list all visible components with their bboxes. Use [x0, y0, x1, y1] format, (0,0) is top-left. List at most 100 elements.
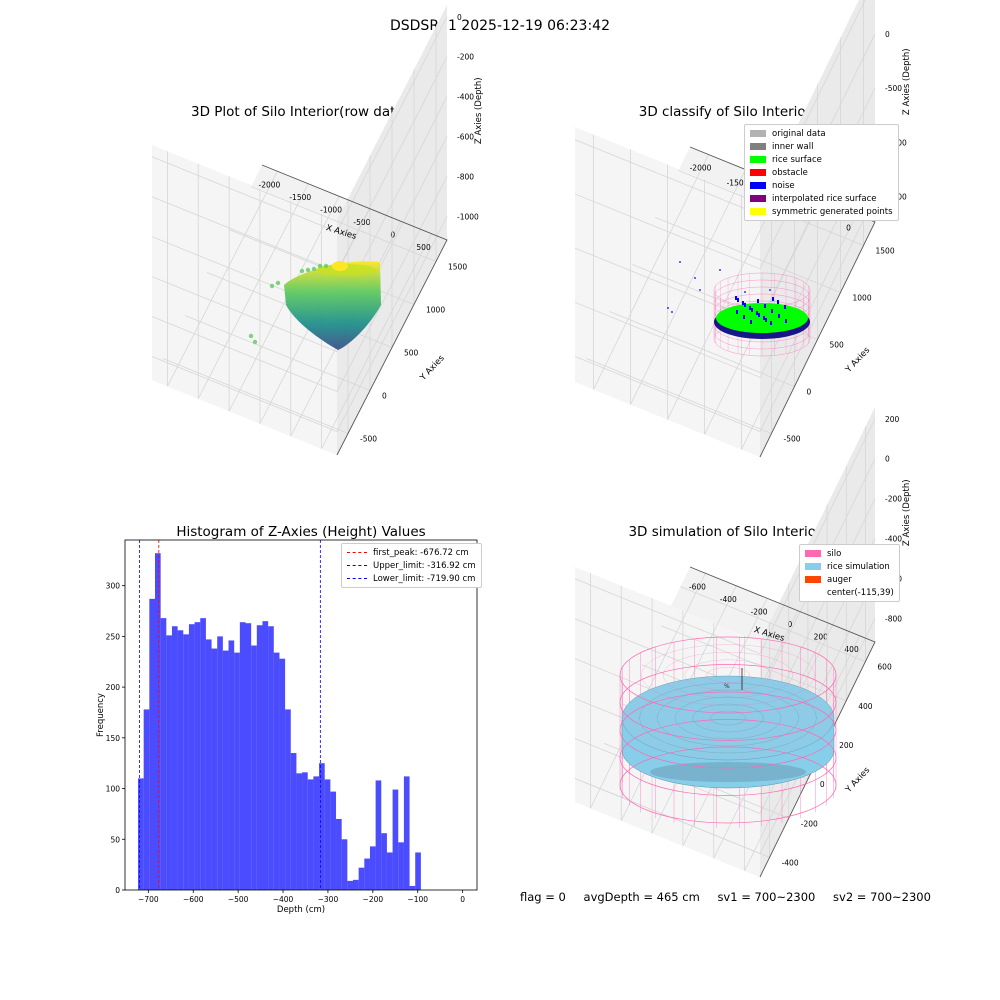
- z-tick-label: 0: [885, 30, 890, 39]
- y-tick-label: 1000: [853, 294, 872, 303]
- y-tick-label: -400: [782, 858, 799, 867]
- x-tick-label: 0: [390, 230, 395, 239]
- y-tick-label: 1000: [426, 306, 445, 315]
- raw-3d-axes: -2000-1500-1000-5000500-5000500100015000…: [151, 5, 484, 456]
- grid-line: [574, 578, 761, 655]
- grid-line: [574, 193, 761, 270]
- x-tick-label: 500: [416, 243, 431, 252]
- y-tick-label: 0: [115, 886, 120, 895]
- histogram-bar: [336, 818, 342, 890]
- histogram-bar: [313, 776, 320, 890]
- histogram-bar: [251, 645, 257, 890]
- axis-edge: [689, 566, 876, 878]
- histogram-bar: [222, 650, 229, 890]
- legend-entry: auger: [805, 573, 894, 586]
- noise-point: [744, 291, 746, 293]
- noise-point: [667, 307, 669, 309]
- y-tick-label: -500: [360, 435, 377, 444]
- outlier-point: [275, 280, 281, 286]
- grid-line: [336, 176, 448, 392]
- avg-depth-text: avgDepth = 465 cm: [583, 890, 700, 904]
- y-tick-label: 250: [106, 632, 121, 641]
- legend-label: Upper_limit: -316.92 cm: [373, 560, 476, 571]
- y-tick-label: 600: [877, 663, 892, 672]
- histogram-bar: [268, 626, 274, 890]
- legend-label: inner wall: [772, 141, 814, 152]
- legend-label: center(-115,39): [827, 587, 894, 598]
- noise-point: [763, 316, 765, 320]
- legend-label: auger: [827, 574, 852, 585]
- grid-line: [151, 276, 338, 352]
- histogram-bar: [375, 780, 382, 890]
- histogram-title: Histogram of Z-Axies (Height) Values: [176, 524, 426, 540]
- grid-line: [655, 217, 841, 293]
- outlier-point: [317, 263, 323, 269]
- noise-point: [750, 320, 752, 324]
- histogram-bar: [324, 779, 331, 890]
- histogram-bar: [341, 839, 348, 890]
- legend-entry: noise: [750, 179, 893, 192]
- x-tick-label: -600: [689, 582, 706, 591]
- legend-label: obstacle: [772, 167, 808, 178]
- legend-swatch: [805, 563, 821, 570]
- legend-entry: first_peak: -676.72 cm: [347, 546, 476, 559]
- noise-point: [784, 305, 786, 309]
- x-tick-label: -2000: [259, 180, 281, 189]
- grid-line: [162, 358, 349, 434]
- histogram-bar: [398, 842, 404, 890]
- histogram-bar: [279, 658, 286, 890]
- rice-surface-points: [716, 303, 808, 333]
- outlier-point: [248, 333, 254, 339]
- histogram-bar: [234, 652, 240, 890]
- histogram-bar: [364, 858, 370, 890]
- noise-point: [751, 308, 753, 312]
- noise-point: [679, 261, 681, 263]
- rice-point-cloud: [284, 261, 381, 350]
- simulation-3d-axes: -600 -400 -200 0 200 400 -400 -200 0 200 400 600 200…: [574, 407, 912, 878]
- histogram-bar: [347, 880, 353, 890]
- axis-edge: [261, 164, 448, 456]
- histogram-bar: [392, 789, 399, 890]
- silo-wire-ring: [619, 664, 837, 741]
- y-tick-label: 100: [106, 785, 121, 794]
- outlier-point: [269, 283, 275, 289]
- y-axis-label: Frequency: [96, 693, 106, 737]
- legend-swatch: [805, 550, 821, 557]
- legend-swatch: [750, 130, 766, 137]
- z-tick-label: -800: [457, 173, 474, 182]
- y-tick-label: 400: [858, 702, 873, 711]
- legend-swatch: [750, 143, 766, 150]
- noise-point: [743, 315, 745, 319]
- histogram-bar: [188, 624, 195, 890]
- x-tick-label: -1500: [289, 193, 311, 202]
- grid-line: [250, 186, 437, 262]
- x-tick-label: -200: [751, 607, 768, 616]
- outlier-point: [299, 268, 305, 274]
- histogram-bar: [369, 846, 376, 890]
- noise-point: [749, 306, 751, 310]
- legend-swatch: [750, 169, 766, 176]
- legend-swatch: [750, 182, 766, 189]
- histogram-bar: [386, 852, 393, 890]
- y-axis-label: Y Axies: [843, 765, 872, 795]
- x-tick-label: -1000: [320, 205, 342, 214]
- legend-swatch: [750, 156, 766, 163]
- z-tick-label: 200: [885, 415, 900, 424]
- outlier-point: [252, 339, 258, 345]
- legend-swatch: [805, 576, 821, 583]
- silo-wire-ring: [663, 652, 793, 698]
- z-tick-label: 0: [885, 455, 890, 464]
- surface-mesh: [639, 682, 817, 754]
- histogram-bar: [262, 621, 269, 890]
- noise-point: [771, 309, 773, 313]
- y-tick-label: 150: [106, 734, 121, 743]
- noise-point: [758, 313, 760, 317]
- grid-line: [184, 315, 371, 391]
- histogram-bar: [239, 622, 246, 890]
- z-axis-label: Z Axies (Depth): [902, 48, 912, 115]
- legend-entry: rice surface: [750, 153, 893, 166]
- legend-entry: symmetric generated points: [750, 205, 893, 218]
- grid-line: [151, 356, 338, 432]
- histogram-bar: [166, 635, 172, 890]
